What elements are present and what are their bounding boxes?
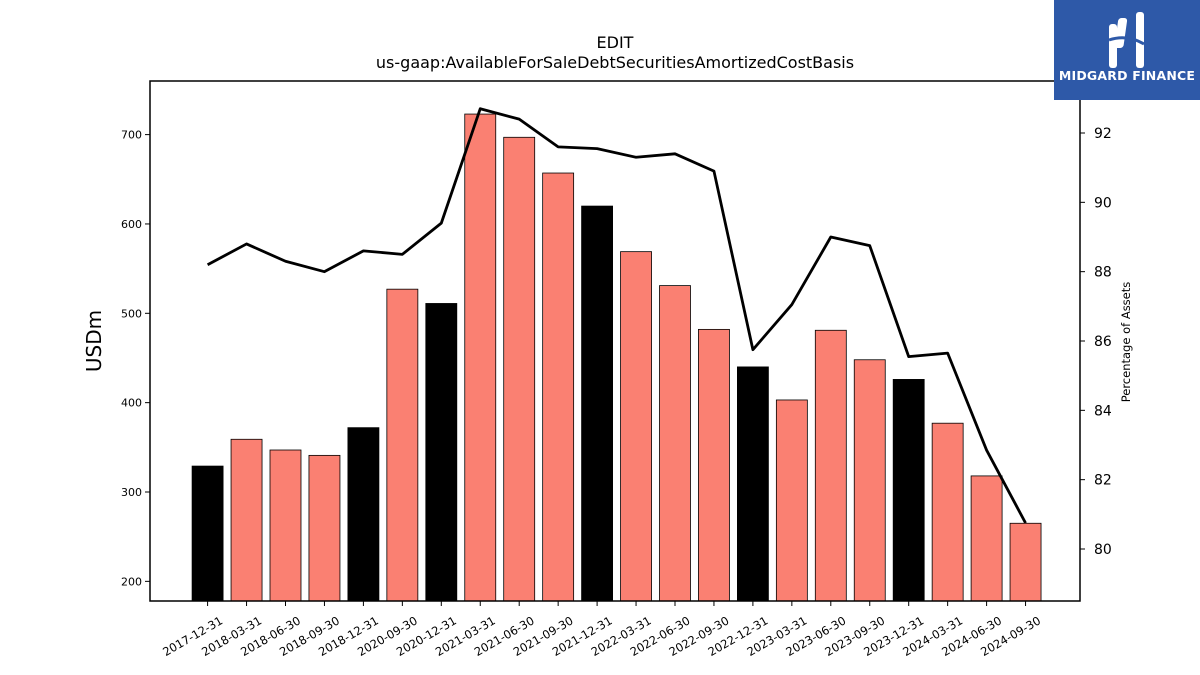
bar (698, 328, 730, 602)
bar (464, 113, 497, 602)
bar (892, 379, 925, 602)
y-tick-label: 200 (121, 575, 142, 588)
y2-tick-label: 80 (1094, 542, 1112, 558)
bar (425, 303, 458, 602)
y-tick-label: 600 (121, 218, 142, 231)
y2-tick-label: 86 (1094, 334, 1112, 350)
y-tick-label: 400 (121, 397, 142, 410)
y2-tick-label: 82 (1094, 473, 1112, 489)
bar (1009, 522, 1042, 602)
bar (970, 475, 1003, 602)
bar (269, 449, 302, 602)
bar (620, 251, 652, 602)
bar (581, 205, 613, 602)
bar (659, 285, 691, 602)
series-line (206, 107, 1027, 524)
y2-tick-label: 84 (1094, 403, 1112, 419)
y-tick-label: 300 (121, 486, 142, 499)
y-axis-label: USDm (82, 310, 106, 372)
chart-subtitle: us-gaap:AvailableForSaleDebtSecuritiesAm… (375, 53, 855, 72)
y2-tick-label: 90 (1094, 195, 1112, 211)
bar (853, 359, 886, 602)
brand-logo: MIDGARD FINANCE (1054, 0, 1200, 100)
y-tick-label: 500 (121, 307, 142, 320)
y2-axis-label: Percentage of Assets (1119, 282, 1133, 403)
bar (308, 454, 341, 602)
bar (230, 438, 263, 602)
bar (503, 136, 536, 602)
bar (775, 399, 808, 602)
y2-tick-label: 92 (1094, 126, 1112, 142)
bar (386, 288, 419, 602)
chart-title: EDIT (596, 33, 634, 52)
logo-text: MIDGARD FINANCE (1058, 68, 1196, 83)
bar (347, 427, 380, 602)
bar (814, 329, 847, 602)
midgard-logo-icon (1108, 12, 1145, 68)
y2-tick-label: 88 (1094, 265, 1112, 281)
y-tick-label: 700 (121, 129, 142, 142)
bar (931, 422, 964, 602)
bar (542, 172, 575, 602)
bar (737, 366, 769, 602)
bar (191, 465, 224, 602)
